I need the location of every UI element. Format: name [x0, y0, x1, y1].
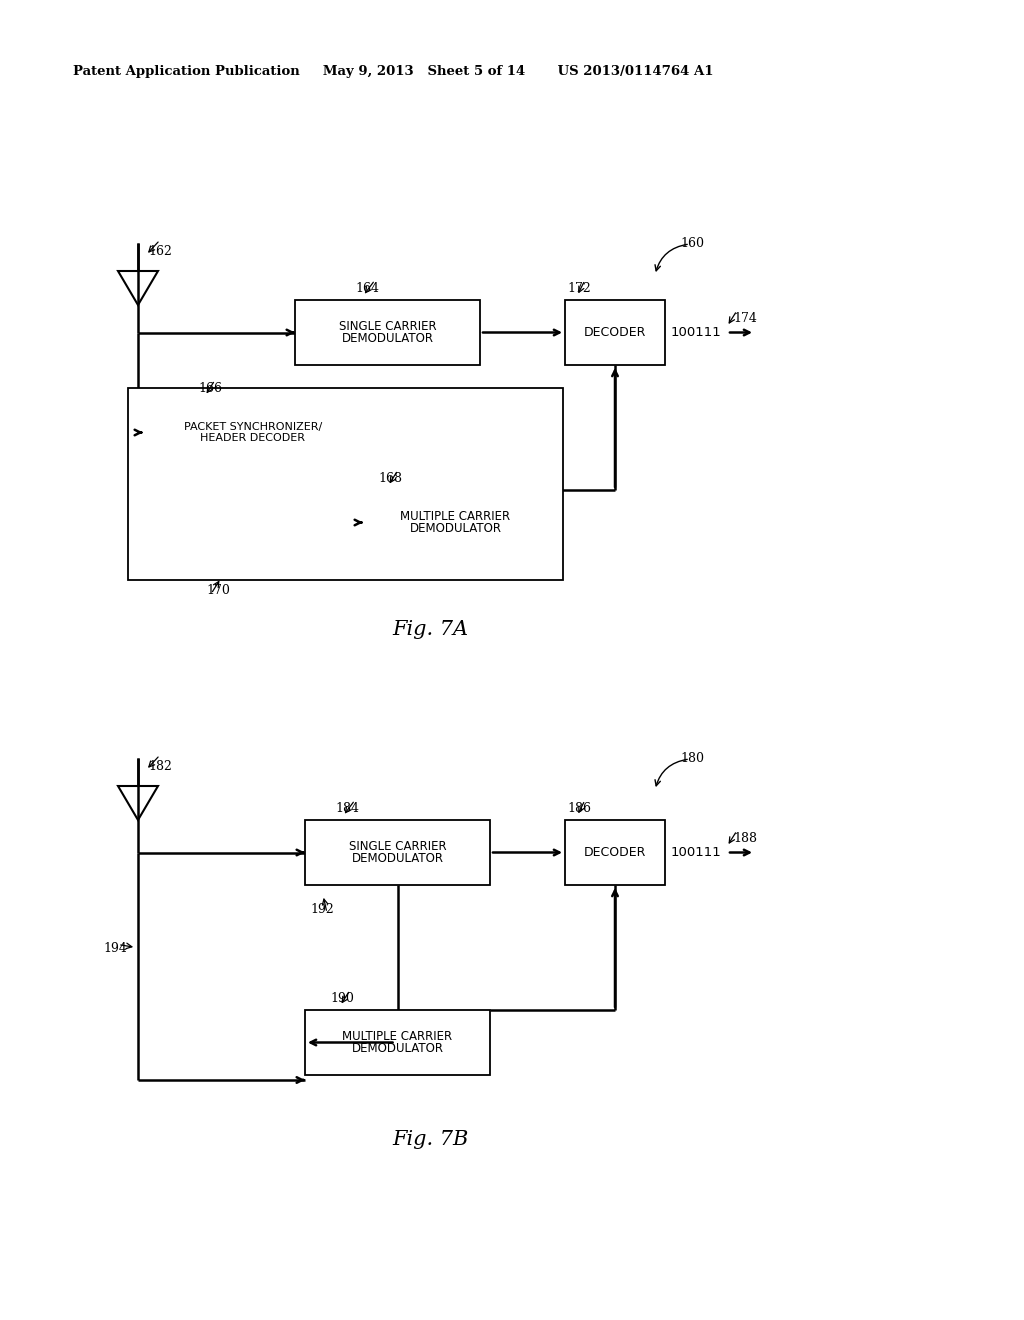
Text: Fig. 7B: Fig. 7B	[392, 1130, 468, 1148]
Bar	[565, 300, 665, 366]
Text: DEMODULATOR: DEMODULATOR	[341, 331, 433, 345]
Text: 100111: 100111	[671, 846, 722, 859]
Text: 162: 162	[148, 246, 172, 257]
Text: 160: 160	[680, 238, 705, 249]
Text: 190: 190	[330, 993, 354, 1005]
Text: MULTIPLE CARRIER: MULTIPLE CARRIER	[342, 1030, 453, 1043]
Text: DEMODULATOR: DEMODULATOR	[351, 851, 443, 865]
Text: 164: 164	[355, 282, 379, 294]
Text: DEMODULATOR: DEMODULATOR	[351, 1041, 443, 1055]
Text: 182: 182	[148, 760, 172, 774]
Text: Fig. 7A: Fig. 7A	[392, 620, 468, 639]
Bar	[362, 490, 548, 554]
Text: 186: 186	[567, 803, 591, 814]
Text: DEMODULATOR: DEMODULATOR	[410, 521, 502, 535]
Text: PACKET SYNCHRONIZER/: PACKET SYNCHRONIZER/	[184, 422, 323, 432]
Bar	[143, 400, 362, 465]
Text: Patent Application Publication     May 9, 2013   Sheet 5 of 14       US 2013/011: Patent Application Publication May 9, 20…	[73, 66, 714, 78]
Text: 188: 188	[733, 833, 757, 846]
Text: MULTIPLE CARRIER: MULTIPLE CARRIER	[400, 511, 511, 523]
Bar	[305, 1010, 490, 1074]
Text: 170: 170	[206, 583, 229, 597]
Text: 168: 168	[378, 473, 402, 484]
Text: DECODER: DECODER	[584, 846, 646, 859]
Bar	[295, 300, 480, 366]
Bar	[128, 388, 563, 579]
Text: 100111: 100111	[671, 326, 722, 339]
Bar	[305, 820, 490, 884]
Text: SINGLE CARRIER: SINGLE CARRIER	[339, 321, 436, 333]
Text: 194: 194	[103, 942, 127, 956]
Text: 172: 172	[567, 282, 591, 294]
Text: DECODER: DECODER	[584, 326, 646, 339]
Text: 192: 192	[310, 903, 334, 916]
Bar	[565, 820, 665, 884]
Text: 180: 180	[680, 752, 705, 766]
Text: SINGLE CARRIER: SINGLE CARRIER	[349, 841, 446, 853]
Text: 184: 184	[335, 803, 359, 814]
Text: HEADER DECODER: HEADER DECODER	[201, 433, 305, 444]
Text: 174: 174	[733, 313, 757, 326]
Text: 166: 166	[198, 381, 222, 395]
